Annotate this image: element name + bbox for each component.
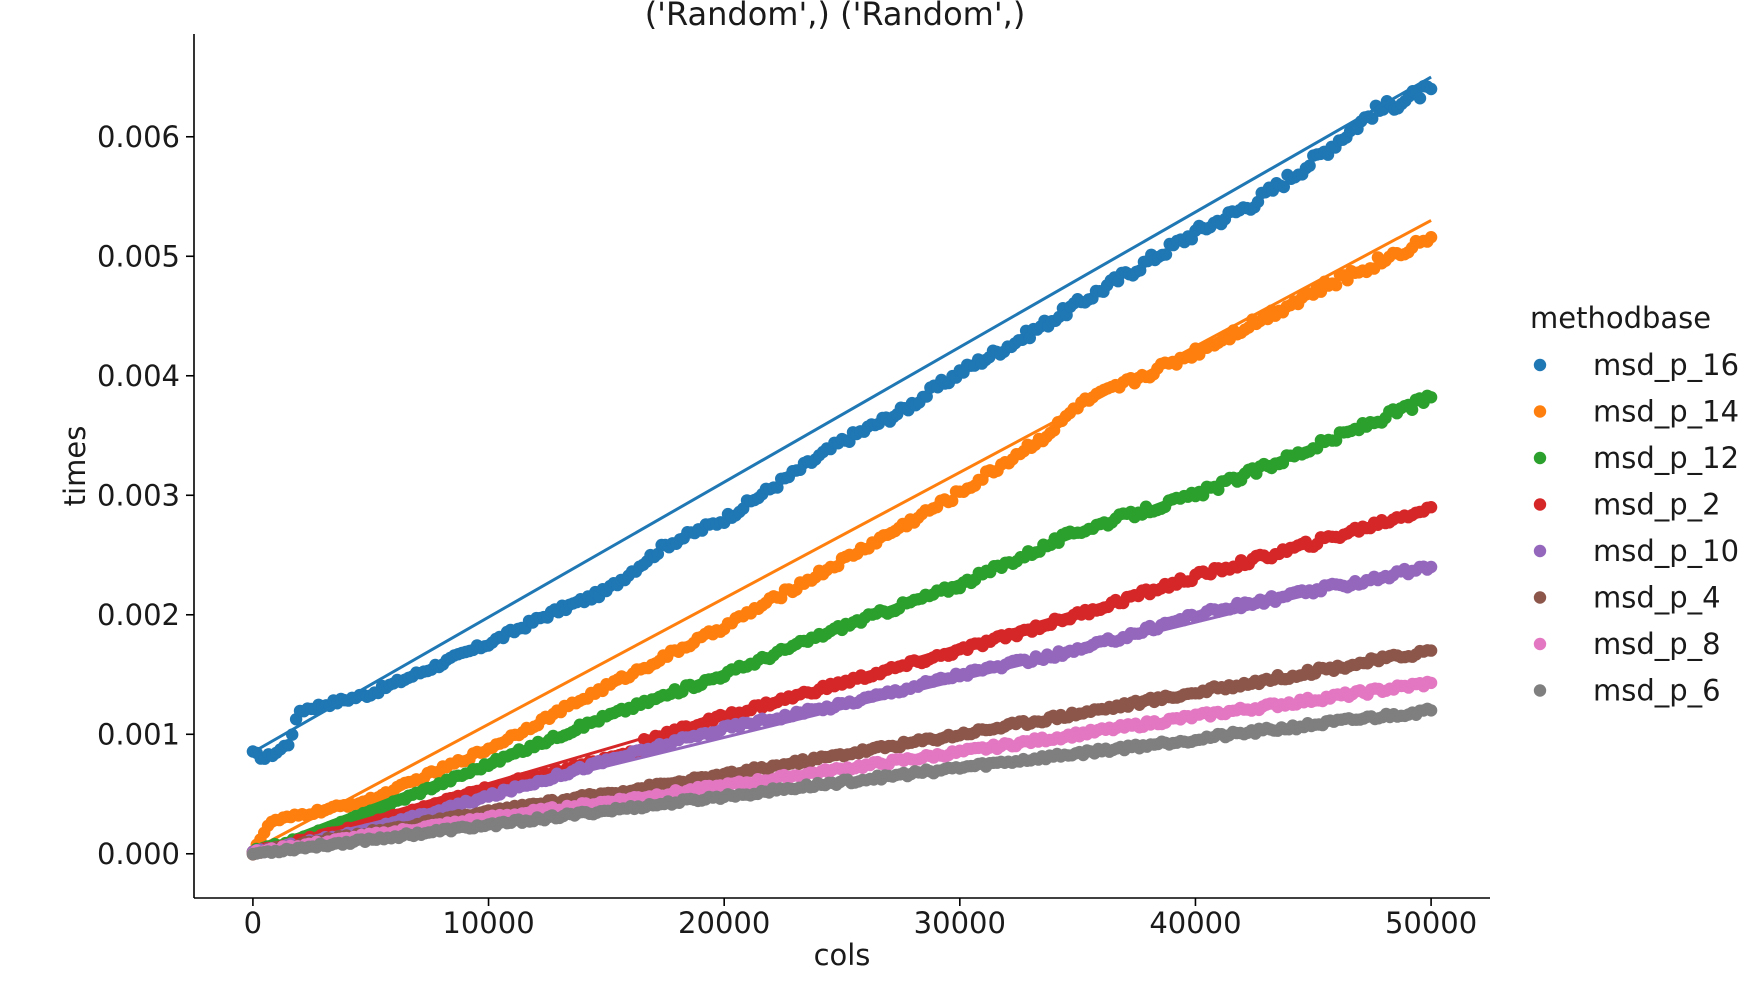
fit-line (252, 75, 1432, 754)
fit-line (252, 505, 1432, 855)
legend: methodbase msd_p_16 msd_p_14 msd_p_12 msd_p… (1530, 301, 1739, 708)
data-point (1413, 92, 1427, 105)
x-tick-label: 20000 (678, 906, 770, 940)
fit-line (252, 398, 1432, 853)
data-point (1424, 231, 1438, 244)
data-point (1277, 180, 1291, 194)
data-point (843, 435, 856, 448)
x-axis-label: cols (814, 938, 871, 972)
x-tick-label: 10000 (442, 906, 534, 940)
y-tick-label: 0.001 (97, 717, 180, 751)
legend-label: msd_p_14 (1593, 395, 1739, 429)
y-tick-label: 0.006 (97, 120, 180, 154)
plot-area (246, 75, 1438, 861)
x-tick-label: 40000 (1149, 906, 1241, 940)
legend-marker (1533, 591, 1547, 604)
y-tick-label: 0.004 (97, 359, 180, 393)
data-point (1329, 279, 1343, 292)
fit-line (252, 219, 1432, 852)
data-point (1159, 248, 1173, 261)
legend-marker (1533, 637, 1547, 651)
y-tick-label: 0.000 (97, 837, 180, 871)
legend-marker (1533, 451, 1547, 465)
data-point (1424, 501, 1438, 514)
data-point (1424, 644, 1438, 657)
legend-marker (1533, 544, 1547, 558)
legend-label: msd_p_6 (1593, 674, 1721, 708)
legend-label: msd_p_16 (1593, 348, 1739, 382)
fit-line (252, 563, 1432, 855)
legend-label: msd_p_4 (1593, 581, 1721, 615)
x-tick-label: 30000 (914, 906, 1006, 940)
data-point (1366, 112, 1379, 125)
legend-marker (1533, 405, 1547, 418)
y-tick-label: 0.003 (97, 478, 180, 512)
legend-label: msd_p_2 (1593, 488, 1721, 522)
legend-marker (1533, 684, 1547, 697)
fit-line (252, 708, 1432, 856)
y-tick-label: 0.002 (97, 598, 180, 632)
series-msd_p_14 (246, 219, 1438, 858)
data-point (1424, 82, 1438, 96)
legend-title: methodbase (1530, 301, 1711, 335)
data-point (282, 739, 295, 752)
y-ticks: 0.000 0.001 0.002 0.003 0.004 0.005 0.006 (97, 120, 194, 871)
x-ticks: 0 10000 20000 30000 40000 50000 (244, 898, 1477, 940)
data-point (946, 494, 959, 508)
legend-marker (1533, 358, 1547, 372)
y-tick-label: 0.005 (97, 239, 180, 273)
legend-label: msd_p_12 (1593, 441, 1739, 475)
data-point (1424, 704, 1438, 717)
series-msd_p_6 (246, 702, 1438, 861)
legend-marker (1533, 498, 1547, 511)
series-msd_p_16 (246, 75, 1438, 765)
y-axis-label: times (58, 426, 92, 507)
series-msd_p_12 (246, 389, 1438, 859)
legend-label: msd_p_10 (1593, 534, 1739, 568)
chart-title: ('Random',) ('Random',) (645, 0, 1026, 33)
data-point (1303, 159, 1316, 172)
x-tick-label: 0 (244, 906, 262, 940)
legend-label: msd_p_8 (1593, 627, 1721, 661)
x-tick-label: 50000 (1385, 906, 1477, 940)
